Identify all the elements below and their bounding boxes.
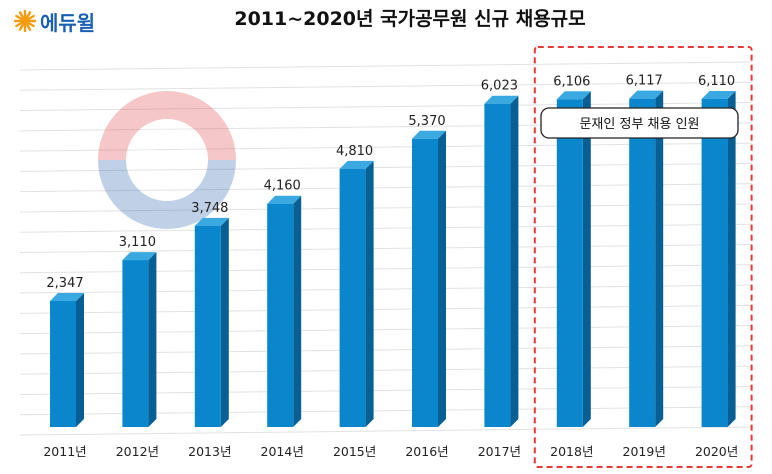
callout-text: 문재인 정부 채용 인원 (579, 117, 699, 132)
bar-front (629, 98, 656, 428)
value-label: 3,110 (119, 235, 156, 250)
chart-title: 2011~2020년 국가공무원 신규 채용규모 (234, 8, 586, 30)
value-label: 6,106 (553, 74, 590, 89)
callout-box (540, 107, 739, 139)
bar (484, 95, 519, 428)
bar-top (339, 160, 374, 169)
bar-front (484, 103, 511, 428)
bar-side (220, 217, 229, 427)
bar-side (76, 293, 84, 427)
callout-label: 문재인 정부 채용 인원 (540, 107, 739, 139)
x-tick-label: 2018년 (550, 444, 593, 459)
bar-top (629, 90, 664, 99)
bar (556, 91, 591, 428)
gridline (19, 61, 753, 71)
bar (412, 130, 446, 427)
x-tick-label: 2019년 (623, 444, 666, 459)
bar-front (412, 138, 438, 427)
x-tick-label: 2016년 (405, 444, 448, 459)
bar-top (194, 217, 229, 226)
brand-name: 에듀윌 (40, 10, 96, 35)
value-label: 6,110 (698, 74, 735, 89)
bar-side (148, 252, 157, 427)
bar-top (412, 130, 446, 139)
bar-front (339, 168, 366, 428)
bar (267, 195, 302, 427)
bar-side (438, 130, 446, 427)
bars (50, 90, 736, 428)
x-tick-label: 2017년 (478, 444, 521, 459)
value-label: 2,347 (46, 276, 83, 291)
bar-side (365, 160, 374, 428)
bar-front (701, 99, 728, 427)
bar (701, 91, 736, 427)
value-label: 4,810 (336, 144, 373, 159)
value-label: 5,370 (408, 114, 445, 129)
value-labels: 2,347 3,110 3,748 4,160 4,810 5,370 6,023 6,106… (46, 74, 735, 291)
value-label: 4,160 (264, 179, 301, 194)
bar (122, 252, 157, 427)
bar (339, 160, 374, 428)
bar-side (293, 195, 302, 427)
bar-side (727, 91, 736, 427)
x-tick-labels: 2011년 2012년 2013년 2014년 2015년 2016년 2017년 2018년… (43, 444, 738, 459)
bar-front (556, 99, 583, 428)
gridline (19, 426, 753, 436)
x-tick-label: 2014년 (261, 444, 304, 459)
bar-side (655, 90, 664, 428)
gridline (19, 81, 753, 91)
bar-front (122, 260, 149, 427)
bar-top (484, 95, 519, 104)
bar-top (701, 91, 736, 100)
bar-front (194, 225, 221, 427)
sunburst-icon (14, 10, 36, 32)
x-tick-label: 2015년 (333, 444, 376, 459)
value-label: 6,023 (481, 79, 518, 94)
bar-side (510, 95, 519, 428)
x-tick-label: 2020년 (695, 444, 738, 459)
government-emblem-watermark (98, 91, 236, 229)
bar-top (122, 252, 157, 261)
bar-side (582, 91, 591, 428)
bar-top (50, 293, 84, 302)
x-tick-label: 2011년 (43, 444, 86, 459)
bar-front (267, 203, 294, 427)
x-tick-label: 2013년 (188, 444, 231, 459)
brand-logo: 에듀윌 (14, 6, 95, 36)
bar-top (556, 91, 591, 100)
bar (50, 293, 84, 427)
bar (194, 217, 229, 427)
x-tick-label: 2012년 (116, 444, 159, 459)
value-label: 3,748 (191, 201, 228, 216)
value-label: 6,117 (626, 74, 663, 89)
bar-front (50, 301, 76, 427)
bar-top (267, 195, 302, 204)
bar (629, 90, 664, 428)
highlight-box (533, 46, 753, 468)
